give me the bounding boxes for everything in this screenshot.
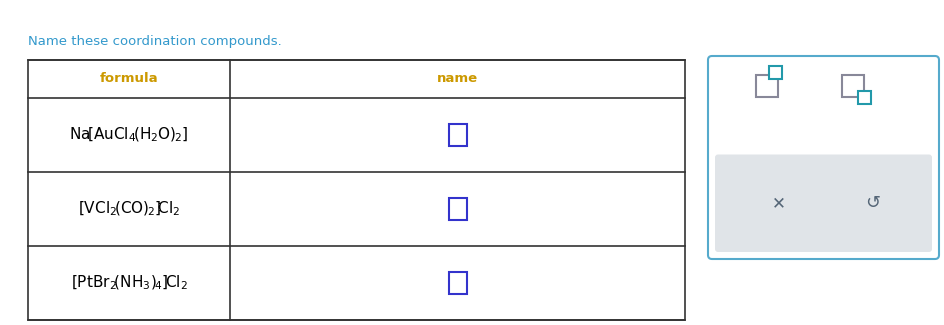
Bar — [857, 91, 869, 104]
FancyBboxPatch shape — [707, 56, 938, 259]
Text: $\left[\mathrm{VCl_2\!\left(CO\right)_{\!2}}\right]\!\mathrm{Cl_2}$: $\left[\mathrm{VCl_2\!\left(CO\right)_{\… — [77, 200, 180, 218]
Text: ✕: ✕ — [771, 194, 785, 212]
Bar — [755, 75, 778, 97]
Bar — [448, 124, 466, 146]
Bar — [768, 66, 782, 79]
Bar — [448, 272, 466, 294]
Bar — [448, 198, 466, 220]
Text: ↺: ↺ — [864, 194, 879, 212]
Bar — [28, 60, 684, 320]
Bar — [841, 75, 863, 97]
FancyBboxPatch shape — [715, 154, 931, 252]
Text: $\left[\mathrm{PtBr_2\!\left(NH_3\right)_{\!4}}\right]\!\mathrm{Cl_2}$: $\left[\mathrm{PtBr_2\!\left(NH_3\right)… — [71, 274, 187, 292]
Text: name: name — [436, 72, 478, 85]
Text: Name these coordination compounds.: Name these coordination compounds. — [28, 35, 281, 48]
Text: $\mathrm{Na}\!\left[\mathrm{AuCl_4}\!\left(\mathrm{H_2O}\right)_{\!2}\right]$: $\mathrm{Na}\!\left[\mathrm{AuCl_4}\!\le… — [69, 126, 189, 144]
Text: formula: formula — [99, 72, 159, 85]
